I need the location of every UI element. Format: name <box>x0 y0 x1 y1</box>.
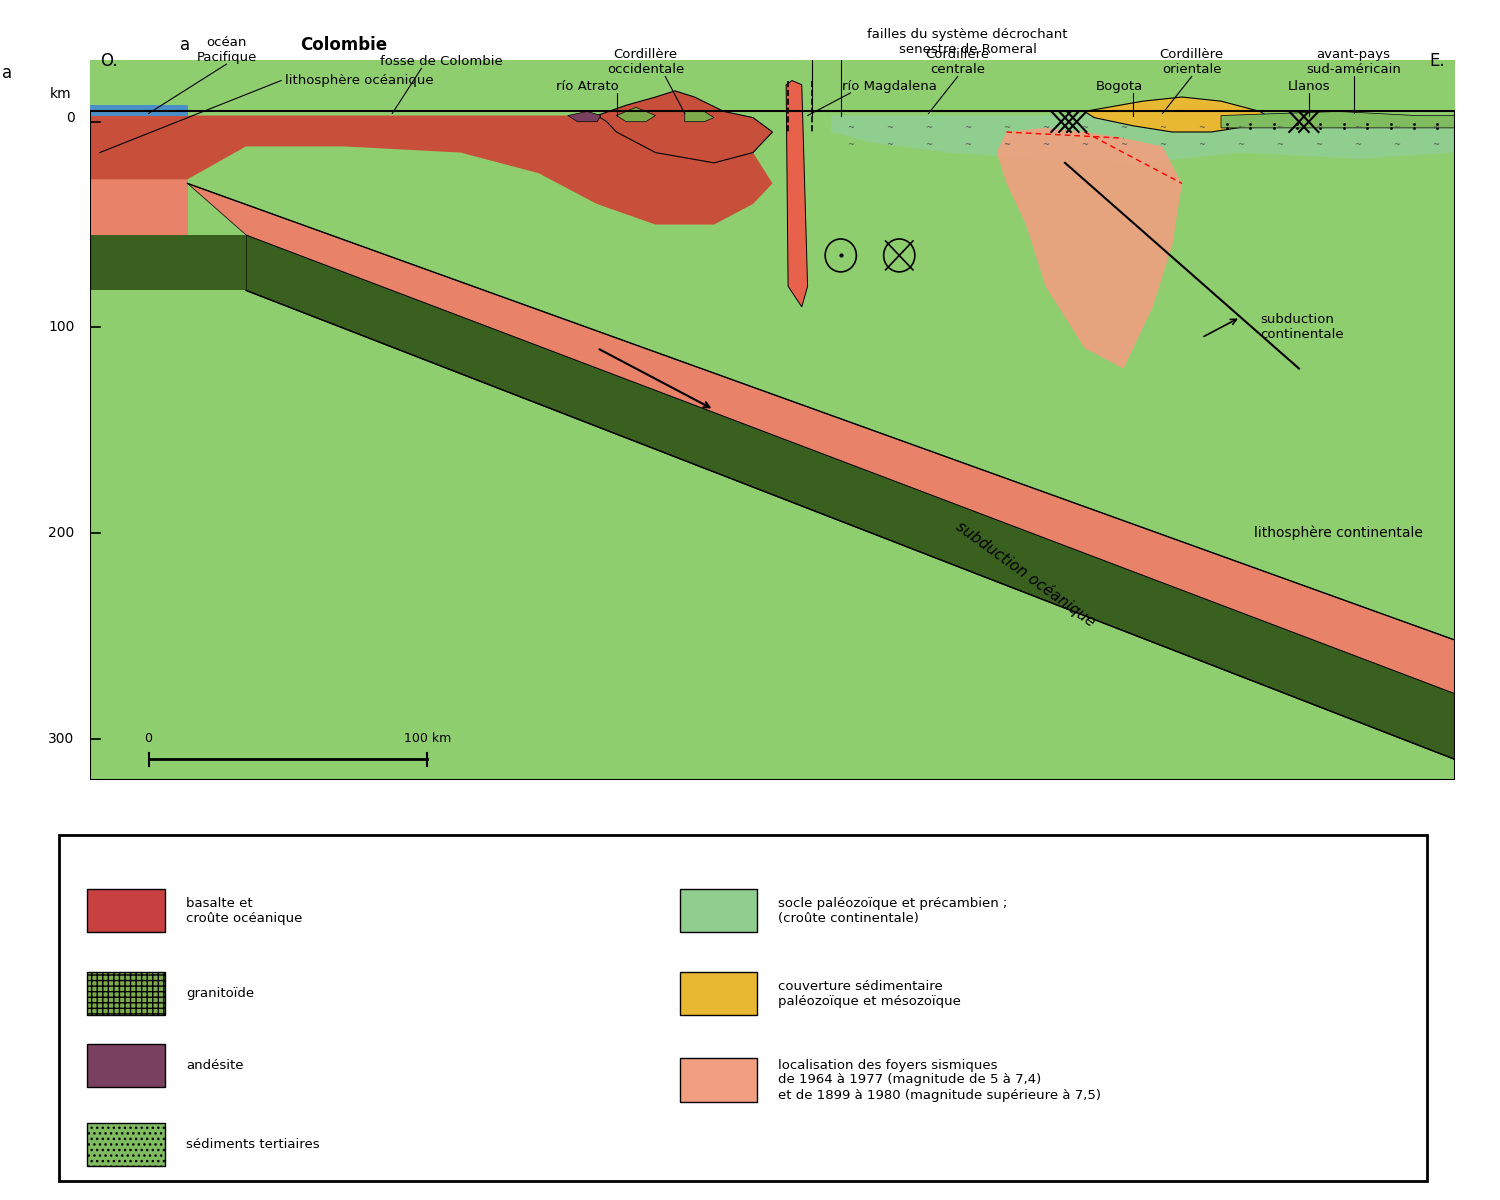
Text: 200: 200 <box>48 526 75 540</box>
Polygon shape <box>90 179 188 235</box>
Polygon shape <box>831 112 1455 163</box>
Text: Llanos: Llanos <box>1287 80 1330 92</box>
Text: sédiments tertiaires: sédiments tertiaires <box>186 1139 320 1151</box>
Text: E.: E. <box>1430 53 1446 71</box>
Text: ~: ~ <box>1004 140 1010 149</box>
Polygon shape <box>90 106 188 115</box>
FancyBboxPatch shape <box>680 889 758 932</box>
Polygon shape <box>567 112 602 121</box>
Polygon shape <box>616 107 656 121</box>
Text: socle paléozoïque et précambien ;
(croûte continentale): socle paléozoïque et précambien ; (croût… <box>778 896 1008 925</box>
Text: a: a <box>180 36 190 54</box>
Text: ~: ~ <box>1394 140 1400 149</box>
Polygon shape <box>996 128 1182 368</box>
Polygon shape <box>90 115 772 224</box>
Polygon shape <box>188 184 1455 694</box>
Polygon shape <box>684 112 714 121</box>
Text: lithosphère océanique: lithosphère océanique <box>285 74 434 88</box>
Text: O.: O. <box>99 53 117 71</box>
Text: ~: ~ <box>1160 124 1166 132</box>
Text: ~: ~ <box>1198 140 1204 149</box>
Text: ~: ~ <box>1394 124 1400 132</box>
FancyBboxPatch shape <box>87 1123 165 1166</box>
Text: ~: ~ <box>964 124 970 132</box>
Text: km: km <box>50 88 72 101</box>
Polygon shape <box>1221 112 1455 128</box>
Text: Colombie: Colombie <box>300 36 387 54</box>
Text: 300: 300 <box>48 732 75 746</box>
Text: subduction
continentale: subduction continentale <box>1260 313 1344 342</box>
Text: Cordillère
occidentale: Cordillère occidentale <box>608 48 684 77</box>
Text: couverture sédimentaire
paléozoïque et mésozoïque: couverture sédimentaire paléozoïque et m… <box>778 979 962 1008</box>
Polygon shape <box>1084 97 1269 132</box>
Text: ~: ~ <box>1120 124 1126 132</box>
Text: ~: ~ <box>1082 140 1088 149</box>
Text: ~: ~ <box>1432 124 1438 132</box>
Text: lithosphère continentale: lithosphère continentale <box>1254 526 1422 540</box>
Text: ~: ~ <box>886 140 892 149</box>
Text: Cordillère
centrale: Cordillère centrale <box>926 48 990 77</box>
Text: ~: ~ <box>926 124 932 132</box>
Text: Bogota: Bogota <box>1096 80 1143 92</box>
Polygon shape <box>246 235 1455 760</box>
Text: ~: ~ <box>1082 124 1088 132</box>
Text: río Magdalena: río Magdalena <box>842 80 938 92</box>
Text: fosse de Colombie: fosse de Colombie <box>380 55 502 68</box>
Text: 100: 100 <box>48 320 75 335</box>
Text: océan
Pacifique: océan Pacifique <box>196 36 256 64</box>
FancyBboxPatch shape <box>87 1044 165 1087</box>
FancyBboxPatch shape <box>87 972 165 1015</box>
Text: granitoïde: granitoïde <box>186 988 254 1000</box>
Text: avant-pays
sud-américain: avant-pays sud-américain <box>1306 48 1401 77</box>
Text: ~: ~ <box>1042 124 1048 132</box>
Text: ~: ~ <box>1238 140 1244 149</box>
Text: andésite: andésite <box>186 1060 243 1072</box>
Text: Cordillère
orientale: Cordillère orientale <box>1160 48 1224 77</box>
Text: ~: ~ <box>847 140 853 149</box>
Text: ~: ~ <box>1004 124 1010 132</box>
Text: ~: ~ <box>1316 124 1322 132</box>
Text: ~: ~ <box>1276 140 1282 149</box>
Text: ~: ~ <box>886 124 892 132</box>
Text: ~: ~ <box>1198 124 1204 132</box>
Text: ~: ~ <box>1276 124 1282 132</box>
Text: ~: ~ <box>1042 140 1048 149</box>
Text: 0: 0 <box>144 732 153 745</box>
Text: 100 km: 100 km <box>404 732 451 745</box>
Polygon shape <box>597 91 772 163</box>
FancyBboxPatch shape <box>680 1058 758 1102</box>
Text: ~: ~ <box>1160 140 1166 149</box>
Text: ~: ~ <box>1354 140 1360 149</box>
Text: failles du système décrochant
senestre de Romeral: failles du système décrochant senestre d… <box>867 28 1068 56</box>
Text: subduction océanique: subduction océanique <box>954 518 1098 630</box>
Text: río Atrato: río Atrato <box>556 80 618 92</box>
Text: ~: ~ <box>1354 124 1360 132</box>
Text: ~: ~ <box>926 140 932 149</box>
Text: localisation des foyers sismiques
de 1964 à 1977 (magnitude de 5 à 7,4)
et de 18: localisation des foyers sismiques de 196… <box>778 1058 1101 1102</box>
Text: ~: ~ <box>1432 140 1438 149</box>
Text: ~: ~ <box>1316 140 1322 149</box>
Text: ~: ~ <box>964 140 970 149</box>
FancyBboxPatch shape <box>87 889 165 932</box>
Polygon shape <box>786 80 807 307</box>
FancyBboxPatch shape <box>680 972 758 1015</box>
Text: basalte et
croûte océanique: basalte et croûte océanique <box>186 896 303 925</box>
Polygon shape <box>90 235 246 290</box>
Text: a: a <box>3 64 12 82</box>
Text: ~: ~ <box>1238 124 1244 132</box>
Text: ~: ~ <box>847 124 853 132</box>
Text: 0: 0 <box>66 110 75 125</box>
Text: ~: ~ <box>1120 140 1126 149</box>
